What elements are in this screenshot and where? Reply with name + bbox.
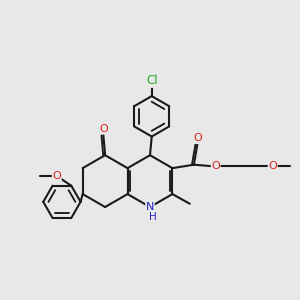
Text: O: O <box>193 134 202 143</box>
Text: O: O <box>52 171 61 181</box>
Text: O: O <box>99 124 108 134</box>
Text: O: O <box>268 161 277 171</box>
Text: H: H <box>149 212 157 222</box>
Text: O: O <box>211 161 220 171</box>
Text: N: N <box>146 202 154 212</box>
Text: Cl: Cl <box>146 74 158 87</box>
